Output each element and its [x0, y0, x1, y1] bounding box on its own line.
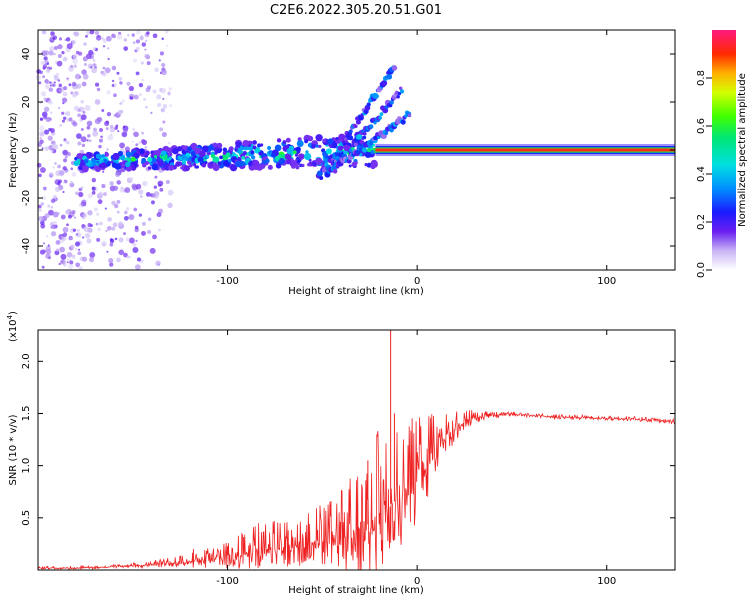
- snr-x-axis-label: Height of straight line (km): [288, 585, 424, 596]
- figure-title: C2E6.2022.305.20.51.G01: [270, 3, 442, 18]
- spectrogram-y-tick-label: 20: [21, 96, 32, 109]
- snr-y-axis-label: SNR (10 * v/v): [8, 414, 19, 485]
- snr-y-tick-label: 0.5: [21, 510, 32, 526]
- colorbar-tick-label: 0.2: [696, 214, 707, 230]
- spectrogram-marks: [35, 29, 675, 271]
- spectrogram-feature-4: [375, 144, 675, 156]
- spectrogram-feature-2: [73, 131, 378, 173]
- spectrogram-x-tick-label: -100: [216, 276, 239, 287]
- colorbar-scale: [712, 30, 736, 270]
- snr-y-multiplier-exp: 4: [6, 314, 14, 319]
- colorbar-tick-label: 0.4: [696, 166, 707, 182]
- spectrogram-y-axis-label: Frequency (Hz): [8, 112, 19, 188]
- colorbar-ticks: 0.0 0.2 0.4 0.6 0.8: [696, 70, 712, 278]
- spectrogram-panel: -100 0 100 -40 -20 0 20 40 Height of straight …: [8, 29, 676, 297]
- colorbar: 0.0 0.2 0.4 0.6 0.8 Normalized spectral ampl…: [696, 30, 748, 278]
- colorbar-tick-label: 0.8: [696, 70, 707, 86]
- spectrogram-y-tick-label: 40: [21, 48, 32, 61]
- snr-y-ticks: 0.5 1.0 1.5 2.0: [21, 353, 675, 526]
- snr-y-tick-label: 1.0: [21, 458, 32, 474]
- spectrogram-y-tick-label: -40: [21, 238, 32, 254]
- snr-y-multiplier: (x104): [6, 311, 19, 342]
- colorbar-label: Normalized spectral amplitude: [737, 73, 748, 227]
- spectrogram-feature-3: [315, 65, 412, 181]
- snr-x-tick-label: 100: [597, 576, 616, 587]
- snr-x-tick-label: 0: [414, 576, 420, 587]
- snr-x-tick-label: -100: [216, 576, 239, 587]
- snr-y-multiplier-base: (x10: [8, 319, 19, 342]
- snr-frame: [37, 329, 676, 571]
- spectrogram-x-axis-label: Height of straight line (km): [288, 286, 424, 297]
- snr-background: [38, 330, 675, 570]
- spectrogram-x-tick-label: 0: [414, 276, 420, 287]
- snr-panel: -100 0 100 0.5 1.0 1.5 2.0 Height of straight…: [6, 311, 676, 596]
- snr-x-ticks: -100 0 100: [216, 330, 616, 587]
- spectrogram-x-ticks: -100 0 100: [216, 30, 616, 287]
- spectrogram-x-tick-label: 100: [597, 276, 616, 287]
- spectrogram-y-tick-label: -20: [21, 190, 32, 206]
- spectrogram-y-tick-label: 0: [21, 147, 32, 153]
- colorbar-tick-label: 0.6: [696, 118, 707, 134]
- snr-series-line: [37, 410, 676, 570]
- colorbar-tick-label: 0.0: [696, 262, 707, 278]
- snr-y-tick-label: 2.0: [21, 353, 32, 369]
- snr-y-tick-label: 1.5: [21, 406, 32, 422]
- spectrogram-y-ticks: -40 -20 0 20 40: [21, 48, 675, 254]
- snr-marks: [37, 330, 676, 570]
- snr-y-multiplier-close: ): [8, 311, 19, 315]
